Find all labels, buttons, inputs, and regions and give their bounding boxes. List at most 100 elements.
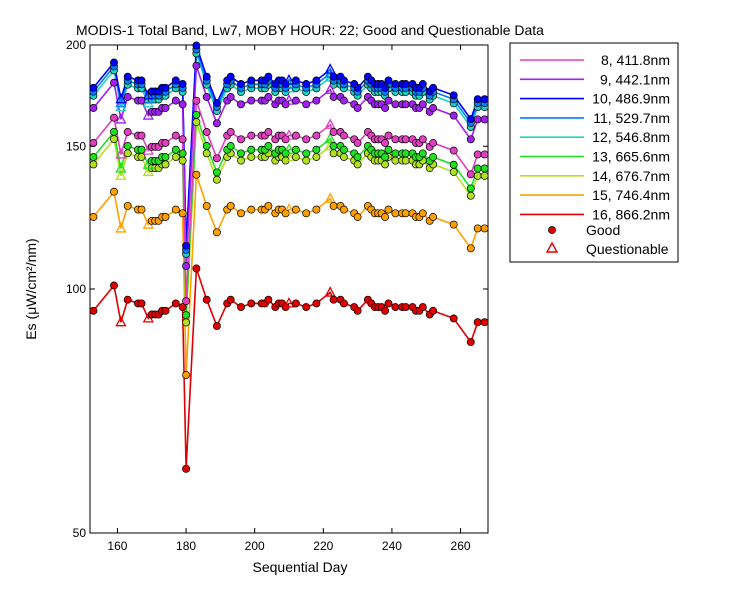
good-marker: [178, 149, 187, 158]
good-marker: [391, 303, 400, 312]
good-marker: [418, 80, 427, 88]
good-marker: [418, 100, 427, 109]
good-marker: [391, 156, 400, 165]
good-marker: [212, 168, 221, 177]
good-marker: [247, 205, 256, 214]
legend-label: 9, 442.1nm: [600, 71, 670, 87]
good-marker: [449, 160, 458, 169]
questionable-marker: [324, 118, 336, 129]
legend-label: 15, 746.4nm: [592, 187, 670, 203]
good-marker: [226, 142, 235, 150]
x-tick-label: 220: [313, 539, 333, 553]
good-marker: [182, 464, 191, 473]
good-marker: [89, 83, 98, 92]
good-marker: [171, 145, 180, 154]
good-marker: [110, 281, 118, 290]
good-marker: [123, 295, 132, 304]
good-marker: [212, 322, 221, 331]
good-marker: [391, 135, 400, 144]
x-tick-label: 160: [107, 539, 127, 553]
good-marker: [429, 139, 438, 147]
good-marker: [237, 80, 245, 88]
good-marker: [466, 135, 475, 144]
x-tick-label: 180: [176, 539, 196, 553]
good-marker: [391, 100, 400, 109]
x-tick-label: 200: [245, 539, 265, 553]
good-marker: [247, 299, 256, 308]
good-marker: [212, 99, 221, 108]
good-marker: [237, 135, 245, 144]
good-marker: [171, 205, 180, 214]
good-marker: [384, 299, 393, 308]
good-marker: [429, 153, 438, 162]
good-marker: [178, 209, 187, 218]
good-marker: [89, 139, 98, 147]
good-marker: [226, 93, 235, 101]
good-marker: [247, 145, 256, 154]
good-marker: [466, 244, 475, 253]
good-marker: [449, 167, 458, 176]
legend: 8, 411.8nm 9, 442.1nm 10, 486.9nm 11, 529.7…: [509, 42, 679, 263]
marker-group: [89, 41, 489, 473]
x-axis-title: Sequential Day: [253, 559, 348, 575]
good-marker: [192, 41, 201, 50]
good-marker: [302, 100, 311, 109]
good-marker: [161, 104, 170, 112]
good-marker: [401, 209, 410, 218]
good-marker: [384, 131, 393, 140]
good-marker: [312, 131, 321, 140]
questionable-marker: [324, 192, 336, 203]
good-marker: [264, 295, 273, 304]
good-marker: [302, 80, 311, 88]
good-marker: [192, 96, 201, 105]
good-marker: [202, 72, 211, 81]
good-marker: [480, 224, 489, 233]
good-marker: [353, 139, 362, 147]
good-marker: [302, 156, 311, 165]
good-marker: [110, 78, 118, 87]
good-marker: [466, 338, 475, 347]
good-marker: [178, 135, 187, 144]
good-marker: [312, 145, 321, 154]
good-marker: [473, 115, 482, 124]
good-marker: [212, 154, 221, 163]
good-marker: [171, 299, 180, 308]
good-marker: [182, 241, 191, 250]
good-marker: [381, 213, 390, 221]
plot-area: [89, 44, 489, 534]
good-marker: [264, 93, 273, 101]
legend-label: 14, 676.7nm: [592, 168, 670, 184]
good-marker: [339, 153, 348, 161]
good-marker: [429, 213, 438, 221]
good-marker: [226, 128, 235, 136]
good-marker: [312, 96, 321, 105]
good-marker: [291, 76, 300, 85]
good-marker: [171, 153, 180, 161]
questionable-marker: [115, 162, 127, 173]
good-marker: [123, 93, 132, 101]
good-marker: [178, 303, 187, 312]
good-marker: [161, 160, 170, 169]
questionable-marker: [283, 143, 295, 154]
good-marker: [312, 76, 321, 85]
good-marker: [226, 295, 235, 304]
good-marker: [237, 156, 245, 165]
good-marker: [302, 135, 311, 144]
good-marker: [329, 128, 338, 136]
axis-ticks: 160 180 200 220 240 260 50 100 150 200: [66, 38, 488, 553]
good-marker: [182, 297, 191, 306]
good-marker: [226, 72, 235, 81]
good-marker: [247, 96, 256, 105]
good-marker: [264, 128, 273, 136]
good-marker: [123, 72, 132, 81]
good-marker: [202, 93, 211, 101]
legend-label: 16, 866.2nm: [592, 206, 670, 222]
good-marker: [110, 113, 118, 122]
good-marker: [401, 156, 410, 165]
good-marker: [339, 131, 348, 140]
good-marker: [312, 153, 321, 161]
good-marker: [329, 72, 338, 81]
good-marker: [384, 145, 393, 154]
good-marker: [480, 164, 489, 173]
legend-label: 8, 411.8nm: [601, 52, 670, 68]
